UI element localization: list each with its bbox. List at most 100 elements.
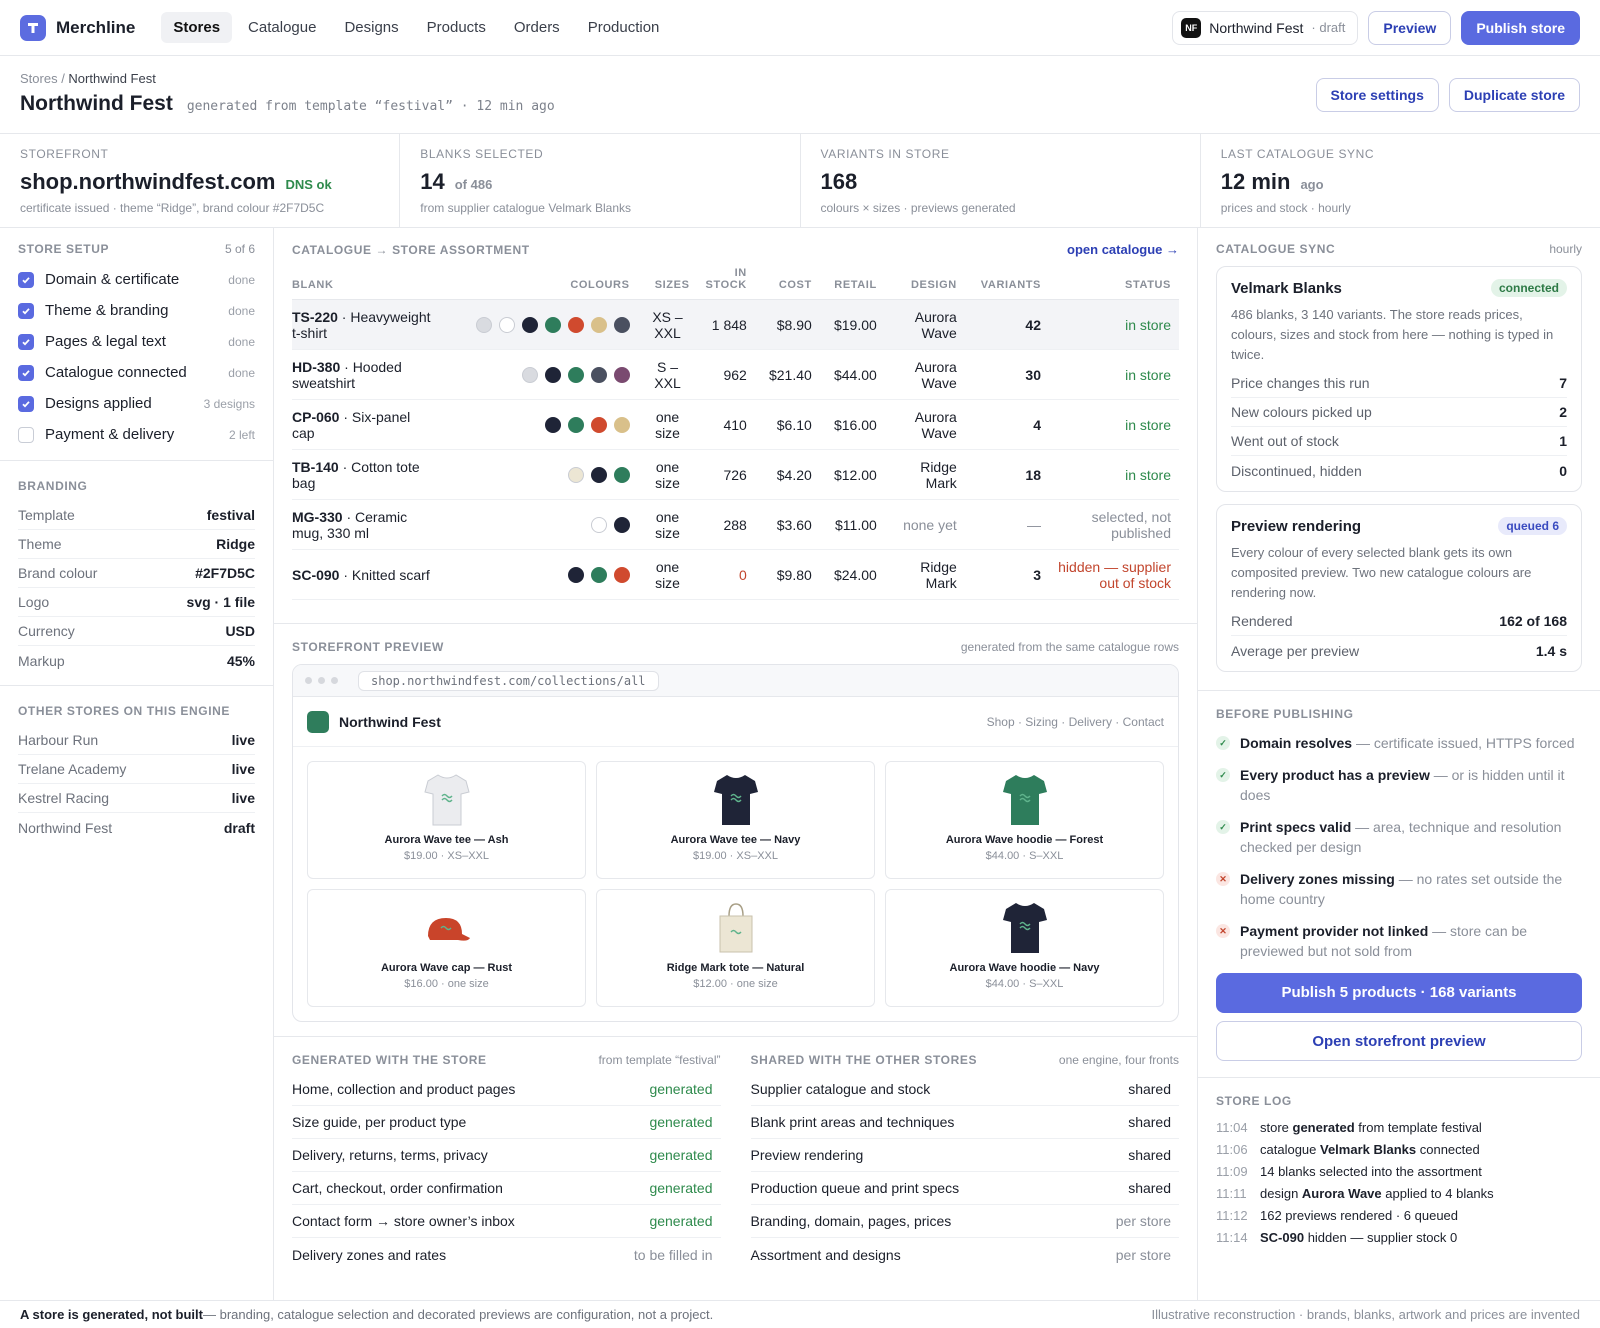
table-row[interactable]: HD-380 · Hooded sweatshirt S – XXL 962 $21.… [292,349,1179,400]
nav-item-catalogue[interactable]: Catalogue [248,19,317,36]
blank-name: · Hooded sweatshirt [292,358,402,391]
colour-swatch [613,367,630,384]
merchline-logo-icon[interactable] [20,14,46,41]
cap-icon [308,900,585,956]
nav-item-products[interactable]: Products [426,19,486,36]
footer-tagline-rest: — branding, catalogue selection and deco… [202,1307,714,1322]
column-header-cost: Cost [754,267,820,300]
table-row[interactable]: MG-330 · Ceramic mug, 330 ml one size 288 $… [292,499,1179,550]
generated-item-status: generated [649,1147,713,1163]
generated-item: Contact form → store owner’s inbox genera… [292,1205,721,1238]
setup-item[interactable]: Domain & certificate done [18,264,255,295]
cost-cell: $3.60 [754,499,820,550]
product-card[interactable]: Aurora Wave cap — Rust $16.00 · one size [307,889,586,1007]
colours-cell [442,499,638,550]
shared-item-label: Preview rendering [750,1147,864,1163]
retail-cell: $24.00 [819,549,885,600]
publish-check-text: Every product has a preview — or is hidd… [1240,765,1582,805]
shared-item-status: shared [1128,1114,1171,1130]
other-stores-section: Other stores on this engine Harbour Run l… [0,686,273,858]
render-stat-row: Average per preview 1.4 s [1231,636,1567,665]
log-text-bold: SC-090 [1260,1229,1305,1245]
publish-store-button[interactable]: Publish store [1461,10,1580,45]
assortment-heading: Catalogue → store assortment [292,243,530,257]
setup-item[interactable]: Pages & legal text done [18,326,255,357]
open-catalogue-link[interactable]: open catalogue → [1067,242,1179,257]
product-card[interactable]: Ridge Mark tote — Natural $12.00 · one si… [596,889,875,1007]
footer-disclaimer: Illustrative reconstruction · brands, bl… [1151,1307,1580,1322]
store-settings-button[interactable]: Store settings [1315,78,1439,112]
publish-check-item: ✕ Payment provider not linked — store can… [1216,921,1582,961]
colours-cell [442,549,638,600]
column-header-in-stock: In stock [697,267,755,300]
table-row[interactable]: CP-060 · Six-panel cap one size 410 $6.10 $1… [292,399,1179,450]
branding-row-value: #2F7D5C [195,565,255,581]
table-row[interactable]: TS-220 · Heavyweight t-shirt XS – XXL 1 84… [292,299,1179,350]
colour-swatch [590,417,607,434]
nav-item-designs[interactable]: Designs [344,19,399,36]
duplicate-store-button[interactable]: Duplicate store [1448,78,1580,112]
colours-cell [442,399,638,450]
checkbox-checked-icon[interactable] [18,395,34,412]
sync-stat-row-value: 0 [1559,462,1567,479]
generated-item-label: Home, collection and product pages [292,1081,516,1097]
log-entry: 11:11 design Aurora Wave applied to 4 bla… [1216,1182,1582,1204]
other-store-row-value: live [231,761,255,777]
blank-name: · Six-panel cap [292,408,411,441]
before-publishing-heading: Before publishing [1216,707,1354,721]
stat-label: Storefront [20,147,109,161]
store-switcher[interactable]: NF Northwind Fest · draft [1172,10,1359,45]
nav-item-production[interactable]: Production [587,19,660,36]
blank-code: SC-090 [292,566,340,583]
shared-item: Production queue and print specs shared [750,1172,1179,1205]
setup-item[interactable]: Designs applied 3 designs [18,388,255,419]
checkbox-checked-icon[interactable] [18,302,34,319]
setup-item[interactable]: Payment & delivery 2 left [18,419,255,450]
shirt-icon [886,900,1163,956]
retail-cell: $11.00 [819,499,885,550]
checkbox-checked-icon[interactable] [18,364,34,381]
store-setup-section: Store setup 5 of 6 Domain & certificate d… [0,228,273,461]
table-row[interactable]: SC-090 · Knitted scarf one size 0 $9.80 $24.… [292,549,1179,600]
log-time: 11:14 [1216,1229,1248,1245]
sync-stat-row: Went out of stock 1 [1231,427,1567,456]
preview-button[interactable]: Preview [1368,10,1452,45]
table-row[interactable]: TB-140 · Cotton tote bag one size 726 $4.20… [292,449,1179,500]
setup-item[interactable]: Theme & branding done [18,295,255,326]
publish-check-description: — area, technique and resolution checked… [1240,819,1562,855]
other-store-row[interactable]: Trelane Academy live [18,755,255,784]
checkbox-empty-icon[interactable] [18,426,34,443]
other-store-row[interactable]: Kestrel Racing live [18,784,255,813]
blank-cell: HD-380 · Hooded sweatshirt [292,349,442,400]
setup-item-status: done [228,303,255,318]
product-card[interactable]: Aurora Wave tee — Ash $19.00 · XS–XXL [307,761,586,879]
product-card[interactable]: Aurora Wave tee — Navy $19.00 · XS–XXL [596,761,875,879]
stat-value: 168 [820,169,858,194]
product-card[interactable]: Aurora Wave hoodie — Forest $44.00 · S–XX… [885,761,1164,879]
generated-item-status: generated [649,1081,713,1097]
footer-tagline: A store is generated, not built [20,1307,203,1322]
breadcrumb-stores-link[interactable]: Stores [20,71,58,86]
shop-logo-icon [307,710,329,733]
colour-swatch [544,317,561,334]
generated-item: Home, collection and product pages genera… [292,1073,721,1106]
other-store-row[interactable]: Harbour Run live [18,726,255,755]
render-stat-row-value: 162 of 168 [1499,613,1567,629]
other-store-row[interactable]: Northwind Fest draft [18,813,255,842]
product-card[interactable]: Aurora Wave hoodie — Navy $44.00 · S–XXL [885,889,1164,1007]
cost-cell: $21.40 [754,349,820,400]
shop-nav: Shop · Sizing · Delivery · Contact [986,714,1164,729]
other-store-row-key: Harbour Run [18,732,99,748]
nav-item-stores[interactable]: Stores [161,12,233,43]
checkbox-checked-icon[interactable] [18,333,34,350]
setup-item[interactable]: Catalogue connected done [18,357,255,388]
stock-cell: 1 848 [697,299,755,350]
product-card-price: $44.00 · S–XXL [985,978,1064,990]
shared-item: Branding, domain, pages, prices per store [750,1205,1179,1238]
open-storefront-preview-button[interactable]: Open storefront preview [1216,1021,1582,1061]
nav-item-orders[interactable]: Orders [513,19,560,36]
design-cell: Ridge Mark [884,449,965,500]
stat-value-row: shop.northwindfest.com DNS ok [20,169,379,195]
checkbox-checked-icon[interactable] [18,271,34,288]
publish-products-button[interactable]: Publish 5 products · 168 variants [1216,973,1582,1013]
